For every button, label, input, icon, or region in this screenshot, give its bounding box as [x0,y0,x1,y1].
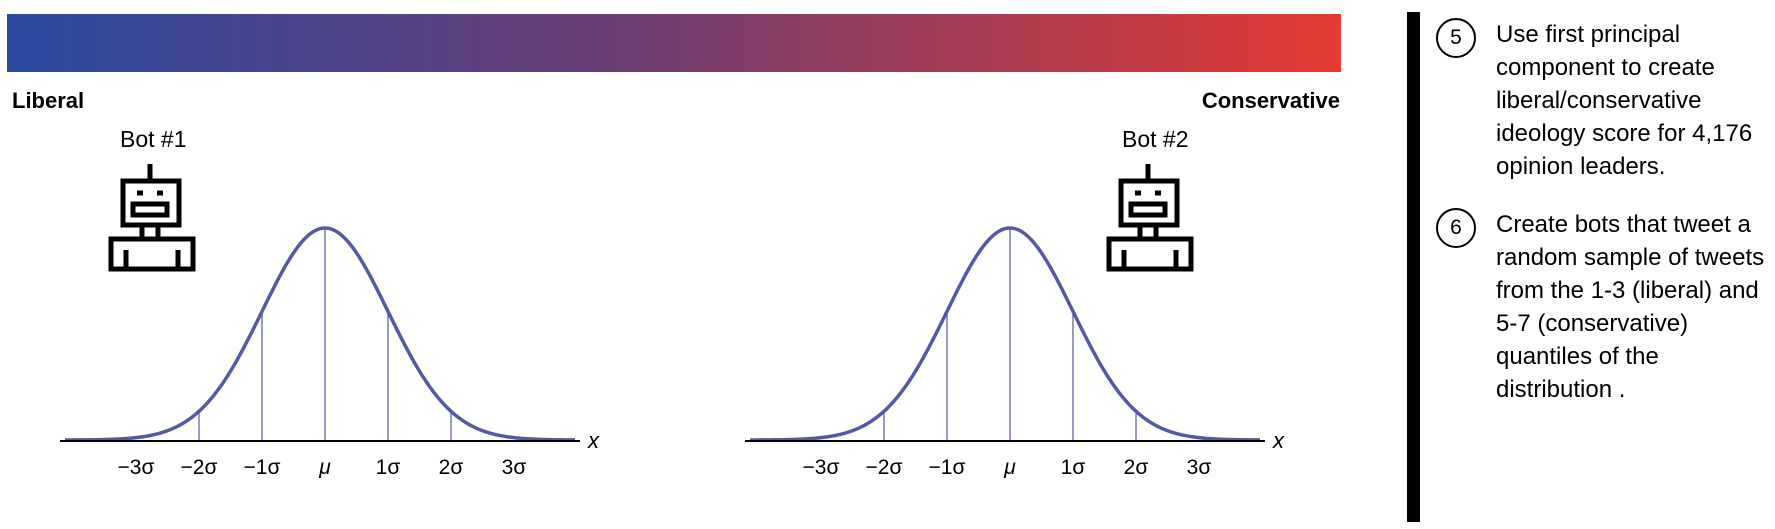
tick-label: −3σ [803,456,840,479]
tick-label: −1σ [929,456,966,479]
tick-label: μ [1003,456,1016,479]
tick-label: 2σ [1124,456,1149,479]
tick-label: 1σ [1061,456,1086,479]
bot-2-label: Bot #2 [1122,126,1189,152]
ideology-gradient-bar [7,14,1341,72]
section-divider [1407,12,1420,522]
conservative-label: Conservative [1201,88,1340,113]
liberal-label: Liberal [12,88,85,113]
normal-distribution-curve-liberal: x −3σ −2σ −1σ μ 1σ 2σ 3σ [60,226,600,479]
tick-label: 3σ [1187,456,1212,479]
x-axis-label: x [1272,428,1285,453]
tick-label: −1σ [244,456,281,479]
step-description: Create bots that tweet a random sample o… [1496,211,1765,403]
tick-label: 2σ [439,456,464,479]
tick-label: 1σ [376,456,401,479]
distribution-curve [749,226,1261,442]
distribution-curve [64,226,576,442]
step-description: Use first principal component to create … [1496,21,1753,180]
tick-label: −2σ [181,456,218,479]
bot-1-label: Bot #1 [120,126,187,152]
normal-distribution-curve-conservative: x −3σ −2σ −1σ μ 1σ 2σ 3σ [745,226,1285,479]
tick-label: 3σ [502,456,527,479]
tick-label: −2σ [866,456,903,479]
step-number-badge: 6 [1436,208,1476,248]
tick-label: −3σ [118,456,155,479]
robot-icon [1106,164,1194,272]
robot-icon [108,164,196,272]
x-axis-label: x [587,428,600,453]
tick-label: μ [318,456,331,479]
step-number-badge: 5 [1436,18,1476,58]
